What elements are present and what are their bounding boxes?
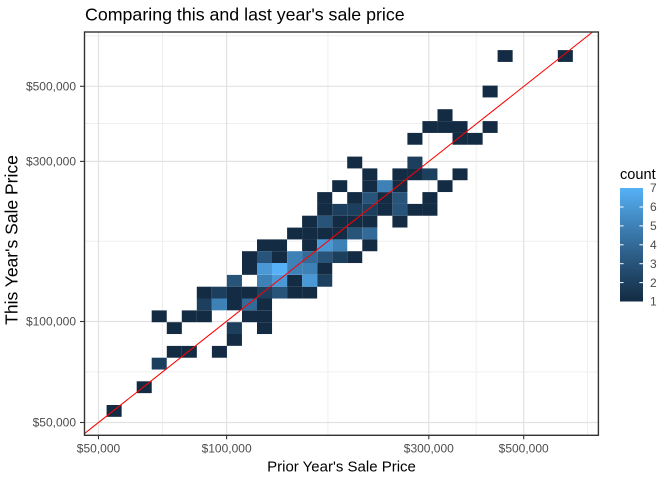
svg-text:Comparing this and last year's: Comparing this and last year's sale pric… — [85, 5, 405, 25]
svg-text:7: 7 — [650, 181, 657, 195]
svg-text:$50,000: $50,000 — [77, 442, 121, 456]
svg-text:5: 5 — [650, 219, 657, 233]
svg-text:$300,000: $300,000 — [26, 154, 76, 168]
svg-text:This Year's Sale Price: This Year's Sale Price — [2, 155, 22, 325]
svg-text:$100,000: $100,000 — [26, 315, 76, 329]
svg-text:$50,000: $50,000 — [33, 416, 77, 430]
svg-text:Prior Year's Sale Price: Prior Year's Sale Price — [267, 459, 416, 476]
svg-text:4: 4 — [650, 238, 657, 252]
svg-text:6: 6 — [650, 200, 657, 214]
svg-text:1: 1 — [650, 295, 657, 309]
svg-text:$100,000: $100,000 — [202, 442, 252, 456]
svg-text:$500,000: $500,000 — [26, 79, 76, 93]
svg-text:2: 2 — [650, 276, 657, 290]
svg-text:3: 3 — [650, 257, 657, 271]
svg-text:count: count — [620, 167, 656, 183]
svg-text:$300,000: $300,000 — [404, 442, 454, 456]
svg-text:$500,000: $500,000 — [499, 442, 549, 456]
